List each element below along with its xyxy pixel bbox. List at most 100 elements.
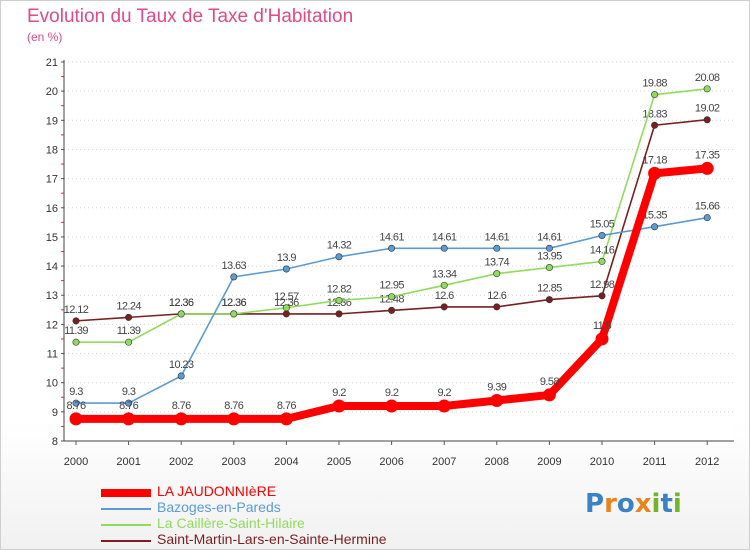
data-point <box>542 388 556 402</box>
data-label: 14.16 <box>590 244 615 256</box>
data-point <box>493 303 501 311</box>
data-point <box>493 244 501 252</box>
data-point <box>440 281 448 289</box>
data-label: 9.2 <box>385 387 399 399</box>
data-label: 17.35 <box>695 149 720 161</box>
data-label: 9.2 <box>437 387 451 399</box>
y-tick-label: 16 <box>46 203 58 215</box>
y-tick-label: 17 <box>46 174 58 186</box>
data-label: 19.02 <box>695 103 720 115</box>
data-label: 14.32 <box>327 240 352 252</box>
x-tick-label: 2008 <box>485 456 509 468</box>
data-label: 12.36 <box>274 297 299 309</box>
data-point <box>332 399 346 413</box>
x-tick-label: 2003 <box>222 456 246 468</box>
logo-letter: i <box>651 489 661 519</box>
data-label: 14.61 <box>485 231 510 243</box>
data-label: 13.9 <box>277 252 296 264</box>
x-tick-label: 2006 <box>379 456 403 468</box>
y-tick-label: 11 <box>47 349 58 361</box>
data-point <box>545 264 553 272</box>
y-tick-label: 20 <box>46 86 58 98</box>
plot-area <box>64 62 734 441</box>
data-point <box>651 223 659 231</box>
data-point <box>282 304 290 312</box>
x-tick-label: 2011 <box>643 456 667 468</box>
y-tick-label: 15 <box>46 232 58 244</box>
data-label: 14.61 <box>379 231 404 243</box>
data-label: 15.05 <box>590 218 615 230</box>
data-label: 18.83 <box>642 108 667 120</box>
data-label: 12.36 <box>169 297 194 309</box>
data-label: 13.95 <box>537 251 562 263</box>
data-point <box>72 317 80 325</box>
data-point <box>388 293 396 301</box>
data-point <box>545 296 553 304</box>
data-label: 12.36 <box>222 297 247 309</box>
data-point <box>598 257 606 265</box>
data-point <box>437 399 451 413</box>
data-label: 12.82 <box>327 283 352 295</box>
data-point <box>703 85 711 93</box>
data-point <box>335 253 343 261</box>
data-point <box>335 296 343 304</box>
legend-label: La Caillère-Saint-Hilaire <box>157 515 305 531</box>
data-label: 8.76 <box>66 400 85 412</box>
series-bazoges-en-pareds: 9.3 9.3 10.23 13.63 13.9 14.32 14.61 14.61 14.61… <box>69 201 721 407</box>
x-tick-label: 2012 <box>695 456 719 468</box>
legend-swatch <box>101 540 151 542</box>
data-label: 11.39 <box>117 325 141 337</box>
data-label: 12.24 <box>116 300 141 312</box>
data-point <box>227 412 241 426</box>
data-label: 12.36 <box>169 297 194 309</box>
data-point <box>545 244 553 252</box>
data-label: 9.58 <box>540 376 559 388</box>
y-tick-label: 10 <box>46 378 58 390</box>
data-point <box>125 313 133 321</box>
data-point <box>490 393 504 407</box>
data-point <box>651 91 659 99</box>
x-tick-label: 2005 <box>327 456 351 468</box>
y-tick-label: 19 <box>46 115 58 127</box>
x-tick-label: 2010 <box>590 456 614 468</box>
data-label: 12.36 <box>222 297 247 309</box>
y-tick-label: 9 <box>52 407 58 419</box>
x-tick-label: 2007 <box>432 456 456 468</box>
logo-letter: x <box>634 489 652 519</box>
data-point <box>177 310 185 318</box>
data-label: 15.35 <box>642 210 667 222</box>
y-tick-label: 21 <box>46 57 58 69</box>
data-label: 13.63 <box>222 260 247 272</box>
data-label: 14.61 <box>537 231 562 243</box>
data-point <box>230 273 238 281</box>
data-label: 13.74 <box>485 257 510 269</box>
x-tick-label: 2001 <box>116 456 140 468</box>
y-tick-label: 12 <box>46 319 58 331</box>
data-label: 17.18 <box>642 154 667 166</box>
data-label: 12.6 <box>487 290 506 302</box>
legend-label: Bazoges-en-Pareds <box>157 499 281 515</box>
data-label: 9.2 <box>332 387 346 399</box>
data-point <box>598 292 606 300</box>
legend-label: Saint-Martin-Lars-en-Sainte-Hermine <box>157 531 387 547</box>
x-tick-label: 2009 <box>537 456 561 468</box>
chart-title: Evolution du Taux de Taxe d'Habitation <box>27 6 354 27</box>
logo-letter: r <box>604 489 617 519</box>
data-point <box>230 310 238 318</box>
y-tick-label: 14 <box>46 261 58 273</box>
data-point <box>335 310 343 318</box>
y-tick-label: 18 <box>46 144 58 156</box>
data-label: 9.39 <box>487 381 506 393</box>
data-label: 19.88 <box>642 78 667 90</box>
data-label: 20.08 <box>695 72 720 84</box>
data-label: 8.76 <box>224 400 243 412</box>
data-point <box>125 399 133 407</box>
data-point <box>177 372 185 380</box>
data-point <box>595 332 609 346</box>
legend-swatch <box>101 489 151 497</box>
legend-swatch <box>101 524 151 526</box>
data-point <box>598 231 606 239</box>
data-label: 9.3 <box>69 386 83 398</box>
